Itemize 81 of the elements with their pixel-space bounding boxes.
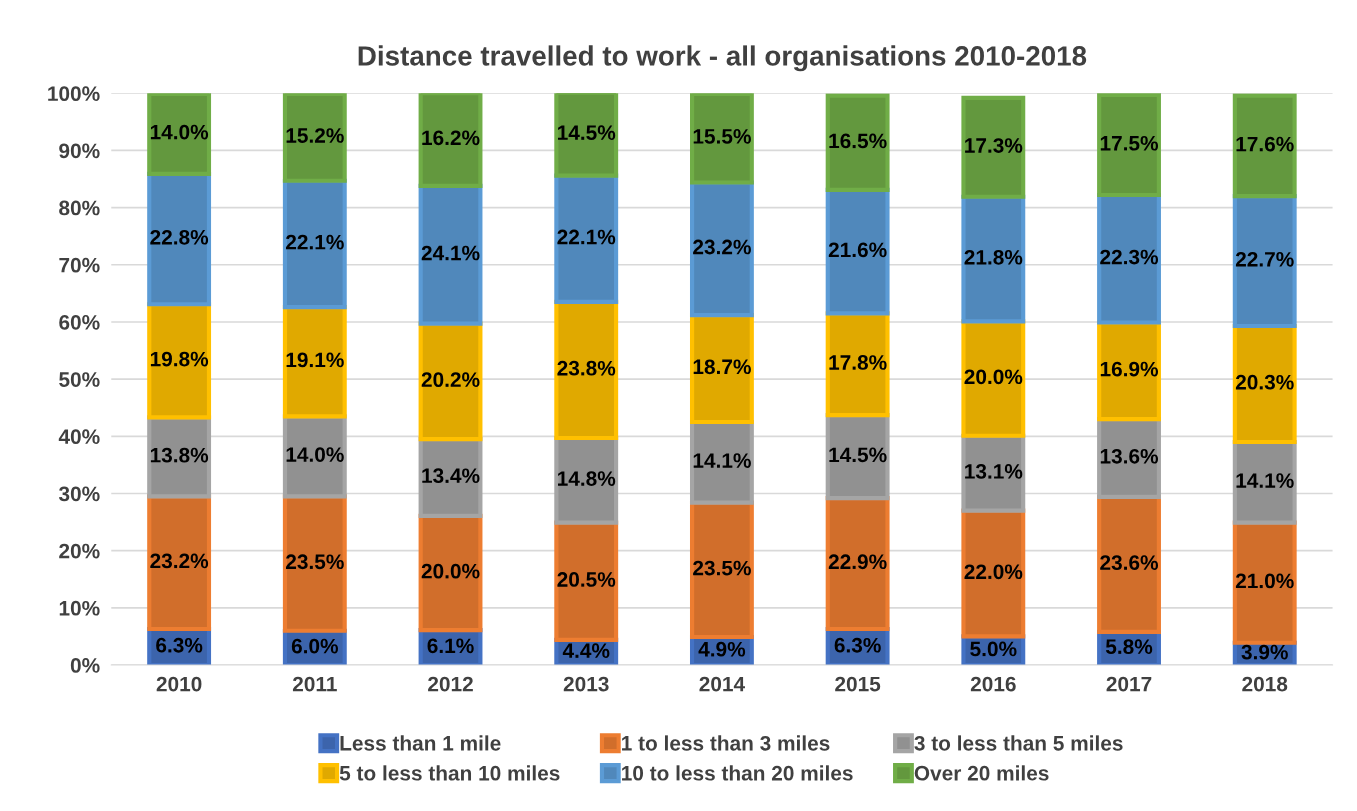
data-label: 20.0% (964, 369, 1023, 385)
y-tick-label: 90% (59, 143, 100, 159)
data-label: 23.6% (1100, 555, 1159, 571)
y-tick-label: 20% (59, 543, 100, 559)
data-label: 6.1% (427, 638, 474, 654)
x-tick-label: 2010 (156, 676, 202, 692)
data-label: 23.5% (286, 554, 344, 570)
data-label: 17.3% (965, 138, 1023, 153)
data-label: 24.1% (421, 245, 480, 261)
x-tick-label: 2017 (1106, 676, 1152, 692)
data-label: 23.2% (150, 553, 209, 569)
data-label: 14.1% (693, 453, 751, 468)
data-label: 17.8% (829, 355, 887, 370)
data-label: 22.8% (150, 229, 209, 245)
x-tick-label: 2018 (1242, 676, 1288, 692)
data-label: 19.1% (286, 352, 344, 368)
data-label: 22.0% (964, 564, 1023, 580)
data-label: 17.5% (1100, 135, 1159, 151)
data-label: 4.9% (698, 641, 746, 657)
x-tick-label: 2014 (699, 676, 745, 692)
data-label: 4.4% (562, 643, 610, 658)
legend-label: Over 20 miles (914, 765, 1049, 781)
data-label: 13.8% (150, 447, 209, 463)
data-label: 3.9% (1241, 644, 1288, 660)
data-label: 14.5% (558, 125, 616, 141)
legend-label: Less than 1 mile (340, 735, 501, 751)
data-label: 14.5% (829, 447, 887, 463)
data-label: 22.1% (557, 229, 616, 245)
data-label: 5.8% (1105, 639, 1153, 655)
data-label: 22.1% (286, 234, 344, 250)
data-label: 20.2% (421, 372, 480, 388)
data-label: 13.4% (422, 468, 480, 484)
data-label: 13.1% (965, 464, 1023, 479)
data-label: 14.0% (150, 124, 209, 140)
data-label: 14.0% (286, 447, 344, 462)
data-label: 23.2% (693, 239, 751, 255)
y-tick-label: 100% (48, 86, 100, 102)
data-label: 20.5% (557, 572, 616, 587)
data-label: 16.9% (1100, 361, 1159, 377)
data-label: 22.9% (828, 554, 887, 570)
x-tick-label: 2011 (292, 676, 337, 692)
y-tick-label: 0% (70, 658, 100, 673)
legend-label: 1 to less than 3 miles (622, 735, 830, 751)
data-label: 21.6% (828, 242, 887, 258)
data-label: 16.5% (829, 133, 887, 149)
data-label: 22.7% (1235, 251, 1294, 267)
data-label: 18.7% (693, 359, 751, 375)
y-tick-label: 40% (58, 429, 100, 445)
data-label: 21.0% (1235, 573, 1294, 589)
data-label: 15.2% (286, 128, 344, 143)
y-tick-label: 30% (58, 486, 100, 502)
x-tick-label: 2015 (835, 676, 881, 692)
legend-label: 5 to less than 10 miles (339, 765, 560, 781)
data-label: 16.2% (422, 130, 480, 146)
x-tick-label: 2013 (563, 676, 609, 692)
data-label: 20.0% (421, 563, 480, 579)
data-label: 23.8% (557, 360, 616, 376)
data-label: 20.3% (1235, 374, 1294, 390)
y-tick-label: 50% (59, 372, 100, 387)
chart-title: Distance travelled to work - all organisations 2010-2018 (358, 45, 1087, 72)
y-tick-label: 80% (59, 200, 100, 216)
data-label: 6.3% (834, 637, 881, 653)
data-label: 6.0% (291, 638, 339, 654)
data-label: 14.1% (1236, 473, 1294, 488)
data-label: 5.0% (970, 641, 1017, 657)
legend-label: 3 to less than 5 miles (914, 735, 1123, 751)
data-label: 21.8% (964, 249, 1023, 265)
y-tick-label: 60% (59, 314, 100, 330)
data-label: 23.5% (693, 560, 751, 576)
data-label: 14.8% (558, 471, 616, 486)
data-label: 22.3% (1100, 249, 1159, 265)
y-tick-label: 70% (59, 257, 100, 273)
legend-label: 10 to less than 20 miles (622, 765, 853, 781)
x-tick-label: 2016 (970, 676, 1016, 692)
data-label: 13.6% (1100, 448, 1159, 464)
y-tick-label: 10% (59, 600, 100, 616)
data-label: 17.6% (1236, 136, 1294, 152)
data-label: 15.5% (693, 129, 751, 144)
data-label: 6.3% (156, 637, 203, 653)
data-label: 19.8% (150, 351, 209, 367)
x-tick-label: 2012 (428, 676, 473, 692)
